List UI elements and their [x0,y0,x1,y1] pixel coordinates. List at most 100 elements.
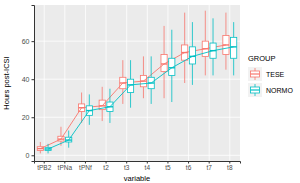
plot: 0 20 40 60 tPB2 tPNa tPNf t2 t3 t4 t5 t6 t7 t8 [22,5,241,171]
whisker [225,54,226,69]
legend-key-bg [248,67,262,81]
y-tick: 20 [22,114,34,121]
box-body [127,79,133,92]
whisker [164,72,165,99]
x-tick: t5 [165,161,171,171]
box [86,94,92,124]
legend-key-median [251,89,260,90]
box [140,56,146,98]
whisker [164,26,165,55]
whisker [233,22,234,37]
whisker [205,11,206,41]
x-tick-label: t3 [124,164,130,171]
x-tick: tPB2 [37,161,51,171]
y-tick-mark [32,41,35,42]
whisker [143,87,144,98]
whisker [109,112,110,123]
legend-key-box [251,87,260,93]
x-tick-label: tPNf [79,164,92,171]
legend: GROUP TESE NORMO [248,54,293,97]
whisker [40,142,41,147]
x-tick-label: tPNa [58,164,73,171]
grid-line [106,5,107,161]
box [127,60,133,108]
whisker [213,18,214,43]
grid-line [209,5,210,161]
grid-line [229,5,230,161]
grid-line [64,5,65,161]
x-tick: t8 [227,161,233,171]
x-tick: t7 [206,161,212,171]
x-tick-label: tPB2 [37,164,51,171]
whisker [151,89,152,104]
whisker [184,13,185,45]
x-tick-label: t6 [186,164,192,171]
box [231,22,237,75]
whisker [151,56,152,77]
x-tick-label: t8 [227,164,233,171]
box-body [231,37,237,58]
whisker [192,22,193,47]
whisker [89,115,90,125]
whisker [205,56,206,75]
x-tick: t2 [103,161,109,171]
whisker [102,110,103,121]
series-0 [37,11,229,154]
whisker [109,89,110,102]
x-tick-label: t7 [206,164,212,171]
whisker [225,13,226,36]
whisker [184,60,185,83]
legend-entry: TESE [248,67,285,81]
whisker [48,151,49,154]
legend-key-median [251,73,260,74]
chart: 0 20 40 60 tPB2 tPNa tPNf t2 t3 t4 t5 t6 t7 t8 variabl… [0,0,300,183]
whisker [143,56,144,75]
whisker [130,60,131,79]
whisker [81,93,82,104]
whisker [233,58,234,75]
legend-label: TESE [266,71,285,78]
box [120,60,126,104]
box [107,89,113,123]
grid-line [85,5,86,161]
whisker [171,30,172,59]
y-tick-mark [32,155,35,156]
y-tick-mark [32,79,35,80]
whisker [122,89,123,104]
x-tick-label: t4 [145,164,151,171]
legend-label: NORMO [266,87,293,94]
series-1 [45,18,237,153]
y-tick-mark [32,117,35,118]
box [223,13,229,70]
box [148,56,154,104]
x-tick: t3 [124,161,130,171]
median-line [48,47,234,149]
grid [34,5,240,161]
x-tick-label: t2 [103,164,109,171]
box [182,13,188,83]
whisker [68,142,69,148]
y-tick-label: 60 [22,38,30,45]
legend-title: GROUP [248,54,276,63]
legend-entry: NORMO [248,83,293,97]
y-tick: 0 [26,152,34,159]
panel [34,5,240,161]
y-axis-title: Hours post-ICSI [2,56,11,109]
x-tick: tPNf [79,161,92,171]
marks [37,11,237,154]
y-axis: 0 20 40 60 [22,6,35,162]
legend-key-bg [248,83,262,97]
y-tick-label: 40 [22,76,30,83]
whisker [40,151,41,154]
x-tick: t4 [145,161,151,171]
grid-line [44,5,45,161]
box [189,22,195,85]
whisker [213,58,214,75]
whisker [89,94,90,105]
median-line [40,45,226,149]
x-tick: t6 [186,161,192,171]
whisker [192,64,193,85]
x-axis-title: variable [124,174,150,183]
x-tick-label: t5 [165,164,171,171]
whisker [171,75,172,102]
